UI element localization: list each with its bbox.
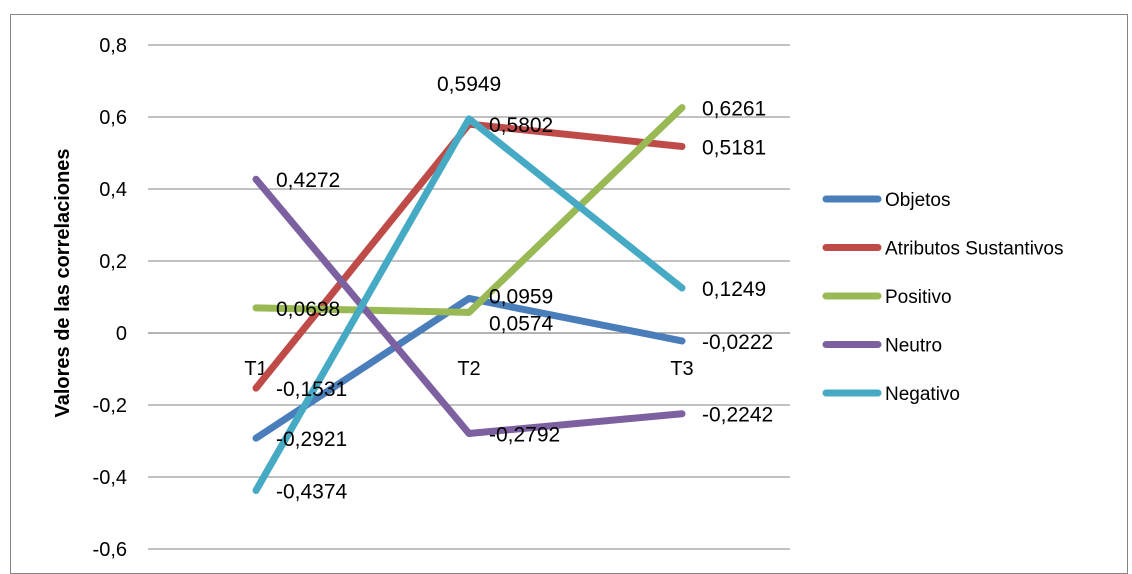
x-tick-label: T3 xyxy=(670,358,693,380)
data-label: 0,6261 xyxy=(702,98,766,121)
y-tick-labels: 0,8 0,6 0,4 0,2 0 -0,2 -0,4 -0,6 xyxy=(93,35,127,561)
data-label: 0,5181 xyxy=(702,136,766,159)
data-label: 0,5802 xyxy=(489,114,553,137)
chart-area xyxy=(10,14,1128,574)
data-label: 0,0698 xyxy=(276,298,340,321)
legend-label: Atributos Sustantivos xyxy=(885,239,1063,260)
legend: Objetos Atributos Sustantivos Positivo Neut… xyxy=(822,190,1063,405)
y-tick-label: 0,8 xyxy=(99,35,127,57)
legend-label: Positivo xyxy=(885,287,952,308)
data-label: -0,2242 xyxy=(702,404,773,427)
y-tick-label: 0,2 xyxy=(99,251,127,273)
series-line-negativo xyxy=(252,115,686,494)
legend-label: Neutro xyxy=(885,336,942,357)
legend-label: Objetos xyxy=(885,190,950,211)
data-label: 0,1249 xyxy=(702,278,766,301)
data-label: -0,0222 xyxy=(702,331,773,354)
x-tick-label: T2 xyxy=(457,358,480,380)
data-label: -0,2921 xyxy=(276,428,347,451)
data-label: -0,1531 xyxy=(276,378,347,401)
y-tick-label: -0,2 xyxy=(93,395,127,417)
data-label: -0,2792 xyxy=(489,424,560,447)
legend-label: Negativo xyxy=(885,384,960,405)
series-lines xyxy=(252,104,686,494)
y-tick-label: -0,6 xyxy=(93,539,127,561)
data-label: 0,0574 xyxy=(489,312,554,335)
gridlines xyxy=(148,44,790,550)
x-tick-labels: T1 T2 T3 xyxy=(244,358,693,380)
y-axis-label: Valores de las correlaciones xyxy=(52,148,74,417)
y-tick-label: 0,6 xyxy=(99,107,127,129)
series-line-positivo xyxy=(252,104,686,316)
series-line-objetos xyxy=(252,294,686,442)
series-line-neutro xyxy=(252,175,686,438)
x-tick-label: T1 xyxy=(244,358,267,380)
data-label: 0,4272 xyxy=(276,169,340,192)
data-labels: -0,2921 0,0959 -0,0222 -0,1531 0,5802 0,5181 0… xyxy=(276,73,773,504)
data-label: 0,0959 xyxy=(489,285,553,308)
y-tick-label: -0,4 xyxy=(93,467,127,489)
y-tick-label: 0,4 xyxy=(99,179,127,201)
data-label: -0,4374 xyxy=(276,480,348,503)
y-tick-label: 0 xyxy=(116,323,127,345)
data-label: 0,5949 xyxy=(437,73,501,96)
